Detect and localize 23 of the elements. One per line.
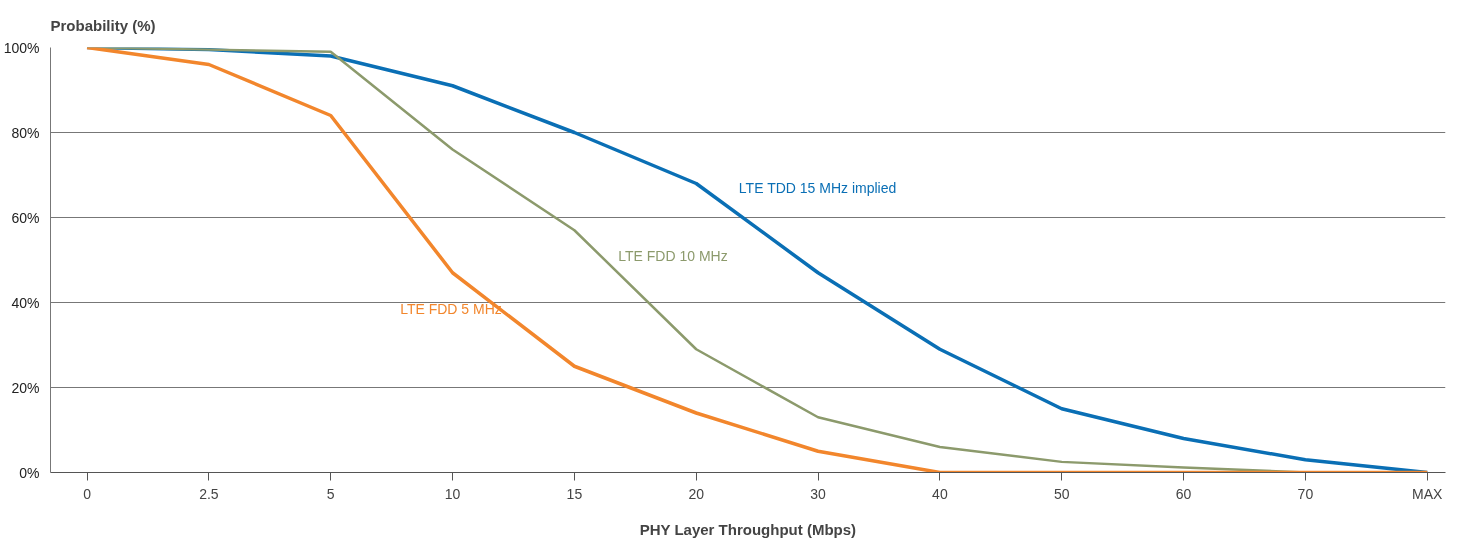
y-tick-label: 0% — [19, 464, 40, 481]
y-tick-label: 40% — [11, 294, 40, 311]
series-label: LTE TDD 15 MHz implied — [738, 179, 897, 196]
x-tick-label: MAX — [1412, 485, 1444, 502]
x-tick-label: 10 — [444, 485, 461, 502]
series-label: LTE FDD 10 MHz — [618, 247, 728, 264]
x-tick-label: 60 — [1175, 485, 1192, 502]
y-tick-label: 80% — [11, 124, 40, 141]
x-tick-label: 30 — [810, 485, 827, 502]
x-tick-label: 0 — [83, 485, 92, 502]
x-tick-label: 40 — [932, 485, 948, 502]
x-tick-label: 2.5 — [199, 485, 219, 502]
x-tick-label: 20 — [688, 485, 705, 502]
x-tick-label: 5 — [326, 485, 335, 502]
x-tick-label: 50 — [1053, 485, 1070, 502]
chart-title: Probability (%) — [50, 16, 156, 34]
x-axis-title: PHY Layer Throughput (Mbps) — [639, 520, 857, 538]
x-tick-label: 70 — [1297, 485, 1314, 502]
x-tick-label: 15 — [566, 485, 583, 502]
y-tick-label: 60% — [11, 209, 40, 226]
y-tick-label: 20% — [11, 379, 40, 396]
y-tick-label: 100% — [3, 39, 40, 56]
line-series — [85, 47, 1429, 473]
